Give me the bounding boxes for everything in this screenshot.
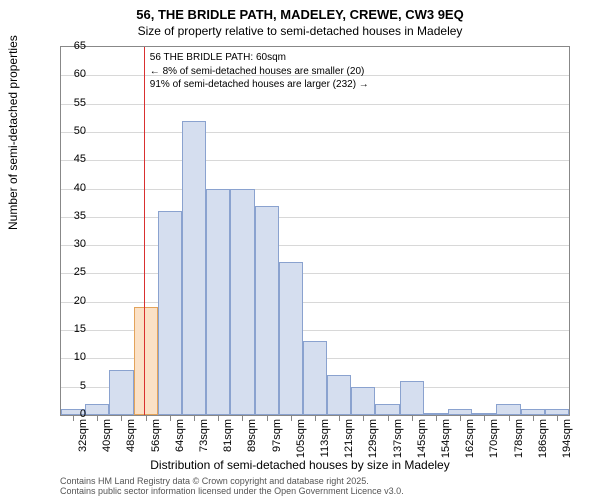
x-tick-mark [218, 416, 219, 421]
histogram-bar [545, 409, 569, 415]
histogram-bar [521, 409, 545, 415]
grid-line [61, 189, 569, 190]
footer-attribution: Contains HM Land Registry data © Crown c… [60, 476, 404, 497]
y-axis-label: Number of semi-detached properties [6, 35, 20, 230]
x-tick-mark [460, 416, 461, 421]
histogram-bar [158, 211, 182, 415]
histogram-bar [303, 341, 327, 415]
y-tick-label: 25 [46, 266, 86, 278]
y-tick-label: 5 [46, 380, 86, 392]
x-tick-mark [170, 416, 171, 421]
grid-line [61, 217, 569, 218]
x-tick-mark [291, 416, 292, 421]
histogram-bar [472, 413, 496, 415]
y-tick-label: 15 [46, 323, 86, 335]
y-tick-label: 50 [46, 125, 86, 137]
y-tick-label: 0 [46, 408, 86, 420]
annotation-box: 56 THE BRIDLE PATH: 60sqm← 8% of semi-de… [150, 51, 369, 92]
y-tick-label: 35 [46, 210, 86, 222]
y-tick-label: 60 [46, 68, 86, 80]
histogram-bar [375, 404, 399, 415]
footer-line-1: Contains HM Land Registry data © Crown c… [60, 476, 404, 486]
x-tick-mark [97, 416, 98, 421]
x-tick-mark [557, 416, 558, 421]
histogram-bar [351, 387, 375, 415]
x-tick-mark [146, 416, 147, 421]
grid-line [61, 160, 569, 161]
histogram-bar [279, 262, 303, 415]
histogram-bar [424, 413, 448, 415]
annotation-line-1: 56 THE BRIDLE PATH: 60sqm [150, 51, 369, 65]
x-axis-label: Distribution of semi-detached houses by … [0, 458, 600, 472]
grid-line [61, 302, 569, 303]
x-tick-mark [509, 416, 510, 421]
histogram-bar [134, 307, 158, 415]
x-tick-mark [194, 416, 195, 421]
histogram-bar [327, 375, 351, 415]
x-tick-mark [121, 416, 122, 421]
x-tick-mark [533, 416, 534, 421]
x-tick-mark [242, 416, 243, 421]
annotation-line-3: 91% of semi-detached houses are larger (… [150, 78, 369, 92]
x-tick-mark [436, 416, 437, 421]
histogram-bar [255, 206, 279, 415]
grid-line [61, 104, 569, 105]
grid-line [61, 273, 569, 274]
plot-area: 32sqm40sqm48sqm56sqm64sqm73sqm81sqm89sqm… [60, 46, 570, 416]
x-tick-mark [267, 416, 268, 421]
grid-line [61, 245, 569, 246]
y-tick-label: 10 [46, 351, 86, 363]
grid-line [61, 132, 569, 133]
histogram-bar [448, 409, 472, 415]
y-tick-label: 20 [46, 295, 86, 307]
x-tick-mark [339, 416, 340, 421]
y-tick-label: 30 [46, 238, 86, 250]
y-tick-label: 65 [46, 40, 86, 52]
histogram-bar [230, 189, 254, 415]
histogram-bar [400, 381, 424, 415]
y-tick-label: 45 [46, 153, 86, 165]
chart-container: 56, THE BRIDLE PATH, MADELEY, CREWE, CW3… [0, 0, 600, 500]
histogram-bar [85, 404, 109, 415]
histogram-bar [109, 370, 133, 415]
chart-subtitle: Size of property relative to semi-detach… [0, 24, 600, 42]
histogram-bar [182, 121, 206, 415]
x-tick-mark [412, 416, 413, 421]
footer-line-2: Contains public sector information licen… [60, 486, 404, 496]
chart-title: 56, THE BRIDLE PATH, MADELEY, CREWE, CW3… [0, 0, 600, 24]
x-tick-mark [388, 416, 389, 421]
x-tick-mark [315, 416, 316, 421]
y-tick-label: 55 [46, 97, 86, 109]
y-tick-label: 40 [46, 182, 86, 194]
x-tick-mark [363, 416, 364, 421]
histogram-bar [496, 404, 520, 415]
histogram-bar [206, 189, 230, 415]
reference-line [144, 47, 145, 415]
annotation-line-2: ← 8% of semi-detached houses are smaller… [150, 65, 369, 79]
x-tick-mark [484, 416, 485, 421]
